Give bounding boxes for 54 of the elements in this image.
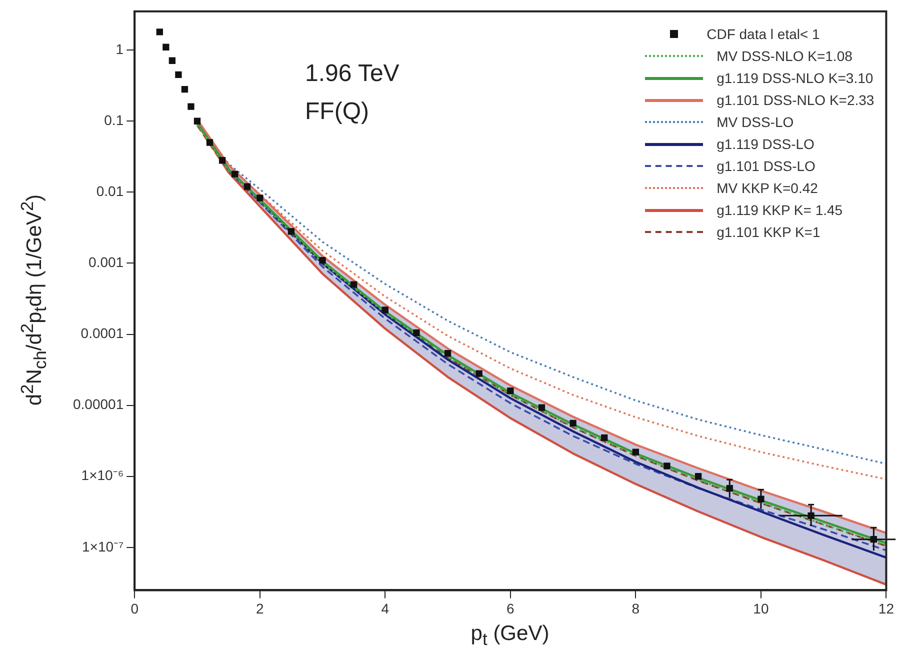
legend-label: CDF data l etal< 1 bbox=[706, 25, 820, 44]
point bbox=[194, 118, 201, 124]
y-tick-label: 1×10⁻⁶ bbox=[81, 467, 124, 484]
legend-label: MV DSS-LO bbox=[716, 113, 794, 132]
legend-label: g1.119 KKP K= 1.45 bbox=[716, 201, 843, 220]
point bbox=[218, 157, 226, 164]
legend-label: g1.101 DSS-LO bbox=[716, 157, 816, 176]
point bbox=[601, 434, 608, 442]
point bbox=[444, 350, 452, 357]
y-tick-label: 1×10⁻⁷ bbox=[82, 538, 124, 554]
y-tick-label: 0.0001 bbox=[80, 325, 124, 342]
annotation: 1.96 TeV bbox=[305, 60, 400, 88]
legend-label: g1.119 DSS-NLO K=3.10 bbox=[716, 69, 874, 88]
point bbox=[188, 103, 194, 110]
x-axis-title: p$_{t}$ (GeV) bbox=[470, 622, 550, 650]
point bbox=[350, 281, 358, 288]
point bbox=[156, 28, 163, 36]
legend-label: MV KKP K=0.42 bbox=[716, 179, 818, 198]
legend-label: g1.101 DSS-NLO K=2.33 bbox=[716, 91, 874, 110]
point bbox=[413, 329, 420, 336]
annotation: FF(Q) bbox=[305, 98, 369, 126]
point bbox=[382, 306, 388, 314]
point bbox=[319, 256, 326, 264]
point bbox=[256, 194, 264, 202]
x-tick-label: 6 bbox=[506, 600, 515, 616]
point bbox=[206, 139, 214, 146]
point bbox=[162, 44, 170, 50]
point bbox=[231, 170, 238, 178]
legend-label: g1.119 DSS-LO bbox=[716, 135, 814, 154]
y-tick-label: 0.001 bbox=[88, 254, 124, 270]
point bbox=[570, 420, 576, 427]
point bbox=[181, 86, 188, 93]
x-tick-label: 2 bbox=[256, 600, 264, 616]
x-tick-label: 8 bbox=[632, 600, 640, 616]
point bbox=[168, 57, 176, 64]
x-tick-label: 0 bbox=[130, 600, 139, 616]
point bbox=[664, 462, 670, 470]
point bbox=[694, 473, 702, 480]
point bbox=[244, 183, 251, 190]
point bbox=[538, 404, 546, 411]
y-tick-label: 1 bbox=[116, 40, 124, 57]
point bbox=[175, 71, 182, 78]
legend-label: MV DSS-NLO K=1.08 bbox=[716, 47, 852, 66]
x-tick-label: 12 bbox=[878, 600, 894, 616]
y-tick-label: 0.01 bbox=[96, 183, 124, 200]
point bbox=[632, 448, 640, 456]
point bbox=[507, 387, 514, 394]
y-tick-label: 0.00001 bbox=[72, 396, 124, 412]
x-tick-label: 10 bbox=[753, 600, 769, 616]
point bbox=[476, 370, 482, 377]
legend-label: g1.101 KKP K=1 bbox=[716, 223, 820, 242]
point bbox=[288, 228, 295, 235]
x-tick-label: 4 bbox=[381, 600, 390, 616]
y-tick-label: 0.1 bbox=[104, 112, 124, 128]
